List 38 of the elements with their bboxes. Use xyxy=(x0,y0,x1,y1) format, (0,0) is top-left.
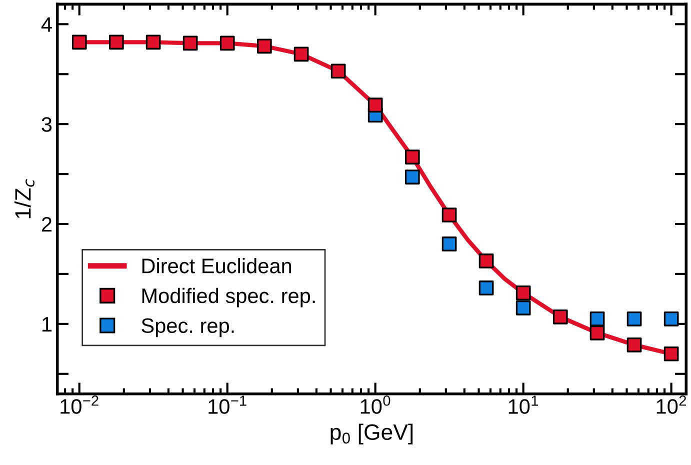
point xyxy=(256,38,272,54)
point xyxy=(516,300,531,316)
point xyxy=(368,98,383,113)
legend-label: Spec. rep. xyxy=(142,318,234,338)
point xyxy=(664,346,679,362)
x-tick-label: 10$^{2}$ xyxy=(656,395,686,414)
point xyxy=(626,311,642,326)
point xyxy=(220,36,235,51)
point xyxy=(109,34,124,50)
point xyxy=(442,236,457,252)
point xyxy=(182,36,198,51)
point xyxy=(404,170,420,184)
y-tick-label: 4 xyxy=(41,17,52,32)
point xyxy=(626,337,642,352)
point xyxy=(478,280,494,296)
y-tick-label: 2 xyxy=(42,217,52,232)
x-tick-label: 10$^{−1}$ xyxy=(208,396,246,414)
point xyxy=(72,34,87,50)
point xyxy=(590,311,605,326)
y-axis-title: 1/Z$_{c}$ xyxy=(14,179,34,218)
point xyxy=(516,286,531,300)
point xyxy=(294,46,309,62)
x-axis-title: p$_{0}$ [GeV] xyxy=(330,424,413,444)
point xyxy=(590,325,605,340)
x-tick-label: 10$^{1}$ xyxy=(508,396,538,414)
point xyxy=(442,208,457,222)
point xyxy=(664,311,679,326)
x-tick-label: 10$^{0}$ xyxy=(360,395,390,414)
y-tick-label: 1 xyxy=(42,317,52,332)
point xyxy=(552,310,568,324)
point xyxy=(404,150,420,164)
x-tick-label: 10$^{−2}$ xyxy=(60,395,98,414)
point xyxy=(478,254,494,268)
y-tick-label: 3 xyxy=(42,117,52,132)
point xyxy=(330,64,346,79)
legend-label: Modified spec. rep. xyxy=(142,288,315,308)
legend-label: Direct Euclidean xyxy=(142,258,292,274)
point xyxy=(146,34,161,50)
